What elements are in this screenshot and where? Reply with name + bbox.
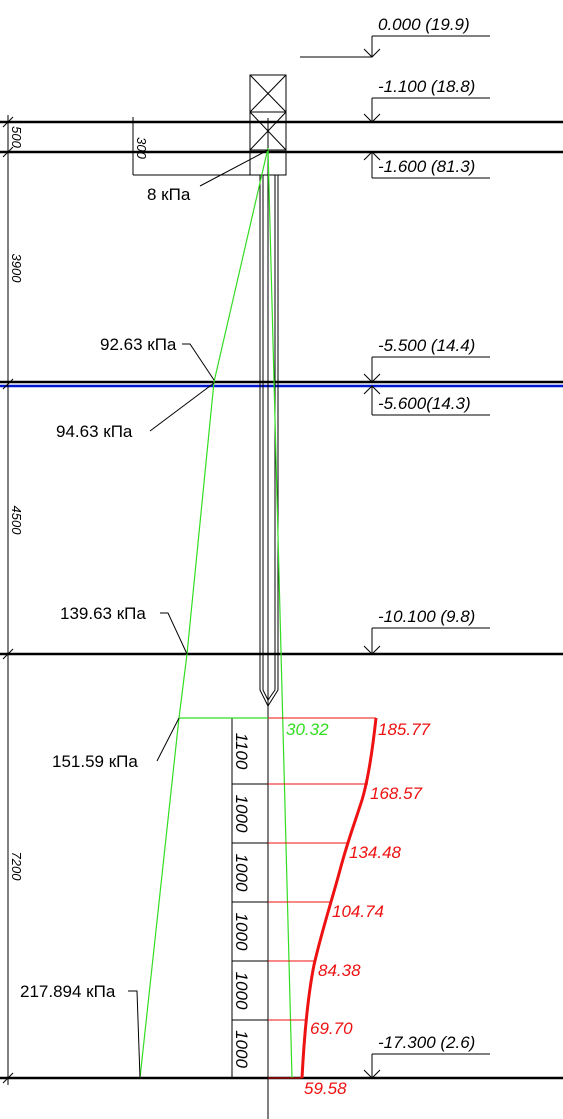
pressure-label: 139.63 кПа [60,604,146,623]
level-mark [363,113,381,123]
segment-length: 1000 [232,972,251,1010]
left-dimension [2,115,14,1085]
layer-lines [0,120,563,1080]
level-mark [363,1069,381,1079]
resistance-value: 59.58 [304,1079,347,1098]
resistance-value: 168.57 [370,784,423,803]
leaders [128,149,269,1079]
level-label: -5.500 (14.4) [378,336,475,355]
segment-length: 1000 [232,913,251,951]
resistance-value: 84.38 [318,961,361,980]
resistance-value: 69.70 [310,1019,353,1038]
pressure-label: 94.63 кПа [56,422,133,441]
level-label: -1.100 (18.8) [378,77,475,96]
friction-value: 30.32 [286,720,329,739]
level-mark [363,373,381,383]
cap-dim: 300 [134,137,149,159]
level-mark [363,385,381,395]
level-label: -17.300 (2.6) [378,1033,475,1052]
resistance-value: 185.77 [378,720,431,739]
layer-dim: 4500 [9,506,24,536]
level-mark [363,151,381,161]
segment-length: 1100 [232,733,251,770]
level-label: -1.600 (81.3) [378,157,475,176]
pressure-label: 151.59 кПа [52,752,138,771]
texts: 500 3900 4500 7200 300 8 кПа 92.63 кПа 94.63 кП… [9,126,431,1098]
level-label: 0.000 (19.9) [378,15,470,34]
layer-dim: 3900 [9,254,24,284]
segment-length: 1000 [232,854,251,892]
level-label: -5.600(14.3) [378,394,471,413]
pressure-label: 92.63 кПа [100,335,177,354]
pile [128,74,287,1119]
layer-dim: 7200 [9,852,24,882]
resistance-diagram [268,717,378,1079]
pressure-label: 217.894 кПа [20,982,116,1001]
layer-dim: 500 [9,126,24,148]
level-label: -10.100 (9.8) [378,607,475,626]
segment-length: 1000 [232,795,251,833]
level-mark [363,645,381,655]
resistance-value: 104.74 [332,902,384,921]
pressure-label: 8 кПа [147,185,191,204]
levels: 0.000 (19.9) -1.100 (18.8) -1.600 (81.3) -5… [300,15,490,1079]
segment-length: 1000 [232,1030,251,1068]
resistance-value: 134.48 [349,843,402,862]
